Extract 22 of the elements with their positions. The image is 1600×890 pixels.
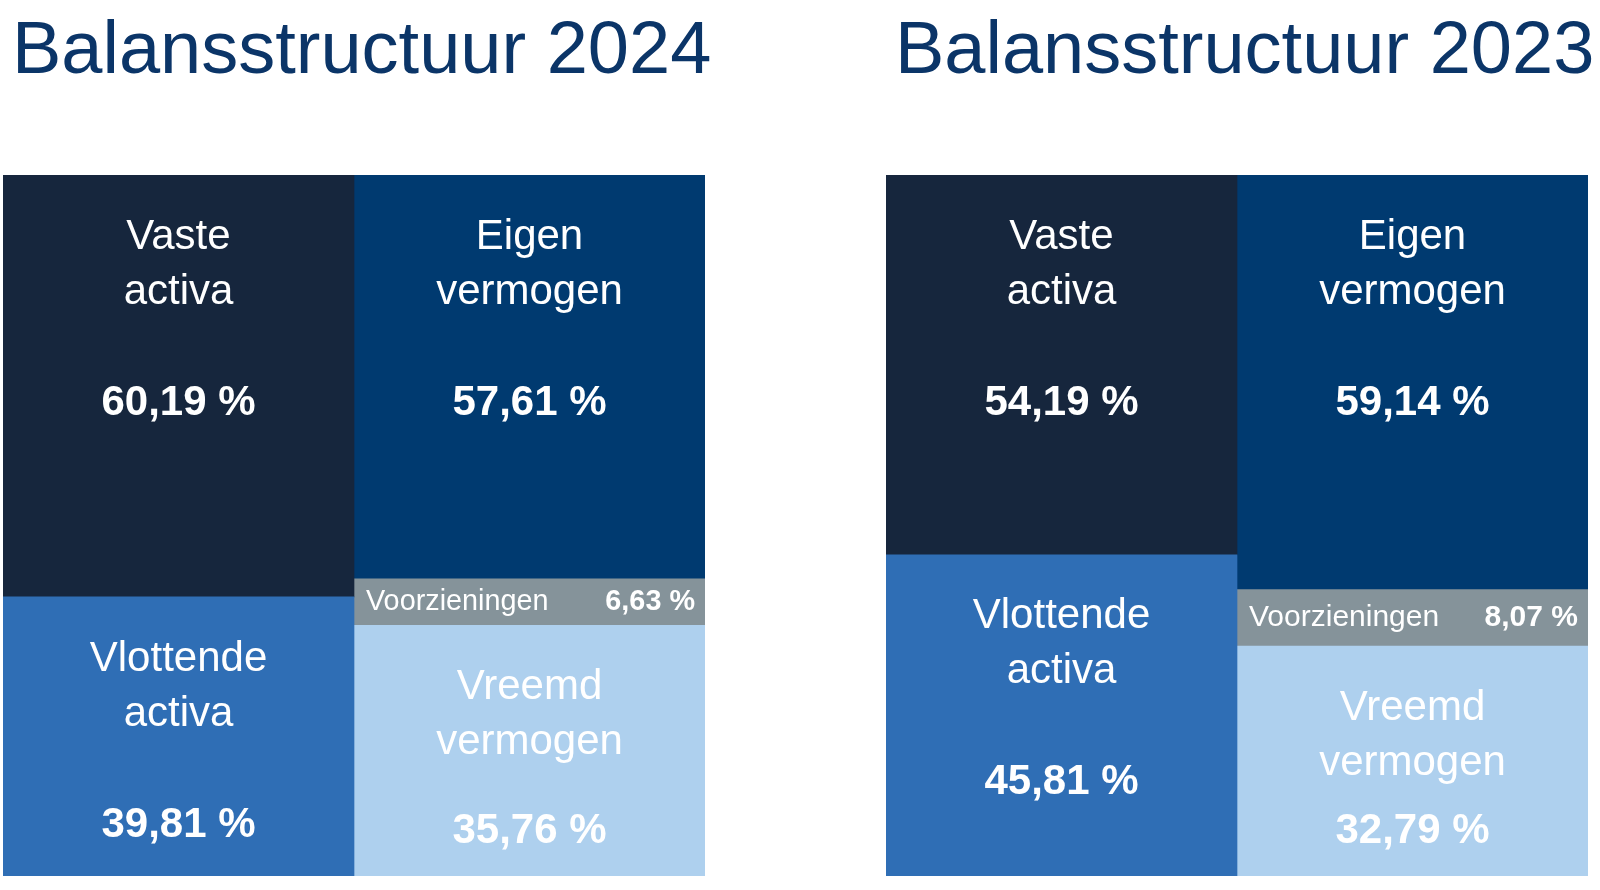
series-label: Voorzieningen	[366, 584, 549, 617]
series-label: Vaste activa	[123, 210, 234, 313]
data-label: 45,81 %	[984, 756, 1139, 804]
series-label: Vreemd vermogen	[436, 660, 623, 763]
series-label: Voorzieningen	[1249, 599, 1440, 633]
data-label: 59,14 %	[1335, 376, 1490, 424]
data-label: 6,63 %	[605, 584, 695, 617]
series-label: Vreemd vermogen	[1319, 681, 1506, 784]
series-label: Vlottende activa	[972, 590, 1151, 693]
data-label: 39,81 %	[101, 798, 256, 846]
series-label: Eigen vermogen	[436, 210, 623, 313]
series-label: Vlottende activa	[89, 632, 268, 735]
chart-title: Balansstructuur 2023	[895, 6, 1595, 90]
data-label: 60,19 %	[101, 376, 256, 424]
data-label: 8,07 %	[1484, 599, 1578, 633]
chart-title: Balansstructuur 2024	[12, 6, 712, 90]
data-label: 35,76 %	[452, 804, 607, 852]
data-label: 57,61 %	[452, 376, 607, 424]
series-label: Eigen vermogen	[1319, 210, 1506, 313]
series-label: Vaste activa	[1006, 210, 1117, 313]
data-label: 54,19 %	[984, 376, 1139, 424]
data-label: 32,79 %	[1335, 804, 1490, 852]
